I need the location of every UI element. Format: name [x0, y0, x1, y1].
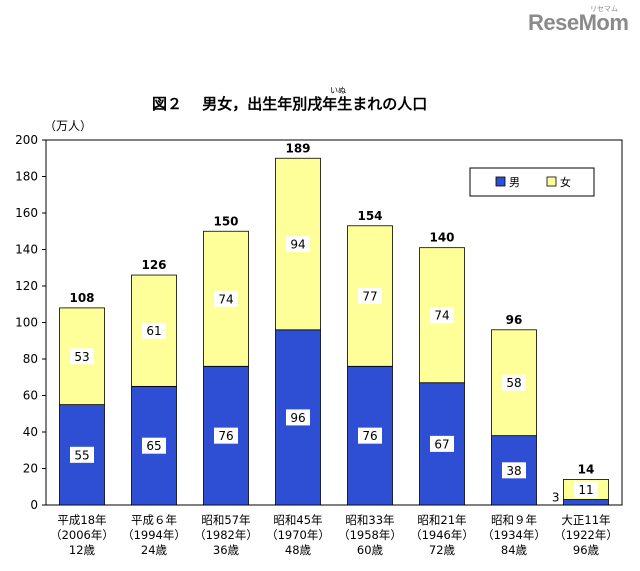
data-label-bg-female-1: [142, 322, 166, 339]
data-label-male-4: 76: [362, 429, 377, 443]
chart-title-pre: 図２ 男女，出生年別: [152, 95, 307, 113]
x-category-label-6-1: （1934年）: [482, 528, 546, 542]
y-tick-label-140: 140: [15, 243, 38, 257]
data-label-male-6: 38: [506, 464, 521, 478]
chart-title: 図２ 男女，出生年別戌年生まれの人口: [152, 95, 427, 113]
y-tick-label-0: 0: [30, 498, 38, 512]
data-label-bg-female-7: [574, 481, 598, 498]
total-label-6: 96: [506, 313, 523, 327]
y-tick-label-160: 160: [15, 206, 38, 220]
total-label-0: 108: [69, 291, 94, 305]
bar-male-7: [563, 499, 609, 506]
x-category-label-3-0: 昭和45年: [273, 513, 322, 527]
data-label-male-7: 3: [552, 491, 560, 505]
y-tick-label-60: 60: [23, 389, 38, 403]
x-category-label-2-0: 昭和57年: [201, 513, 250, 527]
x-category-label-1-1: （1994年）: [122, 528, 186, 542]
data-label-male-2: 76: [218, 429, 233, 443]
data-label-male-1: 65: [146, 439, 161, 453]
x-category-label-5-0: 昭和21年: [417, 513, 466, 527]
data-label-female-5: 74: [434, 309, 449, 323]
data-label-male-3: 96: [290, 411, 305, 425]
data-label-female-2: 74: [218, 292, 233, 306]
data-label-bg-female-4: [358, 288, 382, 305]
y-tick-label-180: 180: [15, 170, 38, 184]
data-label-bg-male-0: [70, 446, 94, 463]
x-category-label-0-2: 12歳: [69, 543, 96, 557]
x-category-label-7-1: （1922年）: [554, 528, 618, 542]
data-label-bg-female-6: [502, 374, 526, 391]
x-category-label-3-1: （1970年）: [266, 528, 330, 542]
data-label-female-1: 61: [146, 324, 161, 338]
legend-swatch-male: [495, 176, 506, 187]
x-category-label-2-1: （1982年）: [194, 528, 258, 542]
x-category-label-1-0: 平成６年: [131, 513, 177, 527]
x-category-label-0-1: （2006年）: [50, 528, 114, 542]
y-axis-unit-label: （万人）: [44, 119, 92, 133]
x-category-label-2-2: 36歳: [213, 543, 240, 557]
data-label-male-0: 55: [74, 448, 89, 462]
data-label-bg-male-6: [502, 462, 526, 479]
legend: 男 女: [469, 167, 595, 197]
data-label-bg-male-2: [214, 427, 238, 444]
x-category-label-4-1: （1958年）: [338, 528, 402, 542]
data-label-female-3: 94: [290, 238, 305, 252]
legend-label-female: 女: [560, 175, 571, 189]
x-category-label-7-2: 96歳: [573, 543, 600, 557]
total-label-5: 140: [429, 231, 454, 245]
x-category-label-5-1: （1946年）: [410, 528, 474, 542]
data-label-bg-male-3: [286, 409, 310, 426]
x-category-label-4-2: 60歳: [357, 543, 384, 557]
chart-title-post: 年生まれの人口: [322, 95, 427, 113]
y-tick-label-120: 120: [15, 279, 38, 293]
x-category-label-6-0: 昭和９年: [491, 513, 537, 527]
chart-title-ruby: いぬ: [330, 86, 346, 95]
total-label-2: 150: [213, 214, 238, 228]
data-label-bg-male-5: [430, 435, 454, 452]
data-label-bg-female-2: [214, 290, 238, 307]
data-label-male-5: 67: [434, 437, 449, 451]
x-category-label-4-0: 昭和33年: [345, 513, 394, 527]
resemom-logo-subtext: リセマム: [590, 5, 618, 13]
y-tick-label-40: 40: [23, 425, 38, 439]
x-category-label-0-0: 平成18年: [57, 513, 106, 527]
total-label-7: 14: [578, 462, 595, 476]
x-category-label-3-2: 48歳: [285, 543, 312, 557]
y-tick-label-80: 80: [23, 352, 38, 366]
y-tick-label-100: 100: [15, 316, 38, 330]
data-label-female-4: 77: [362, 290, 377, 304]
data-label-female-6: 58: [506, 376, 521, 390]
total-label-1: 126: [141, 258, 166, 272]
x-category-label-5-2: 72歳: [429, 543, 456, 557]
total-label-3: 189: [285, 141, 310, 155]
chart-title-ruby-base: 戌: [307, 95, 322, 113]
data-label-bg-female-3: [286, 236, 310, 253]
resemom-logo: ReseMom: [528, 10, 629, 35]
legend-swatch-female: [546, 176, 557, 187]
y-tick-label-20: 20: [23, 462, 38, 476]
x-category-label-7-0: 大正11年: [561, 513, 610, 527]
y-tick-label-200: 200: [15, 133, 38, 147]
x-category-label-1-2: 24歳: [141, 543, 168, 557]
data-label-female-7: 11: [578, 483, 593, 497]
data-label-bg-male-4: [358, 427, 382, 444]
legend-box: [469, 167, 595, 197]
total-label-4: 154: [357, 209, 382, 223]
data-label-bg-male-1: [142, 437, 166, 454]
plot-area: 0204060801001201401601802005553108平成18年（…: [15, 133, 623, 557]
data-label-female-0: 53: [74, 350, 89, 364]
legend-label-male: 男: [509, 176, 520, 189]
x-category-label-6-2: 84歳: [501, 543, 528, 557]
data-label-bg-female-5: [430, 307, 454, 324]
data-label-bg-female-0: [70, 348, 94, 365]
